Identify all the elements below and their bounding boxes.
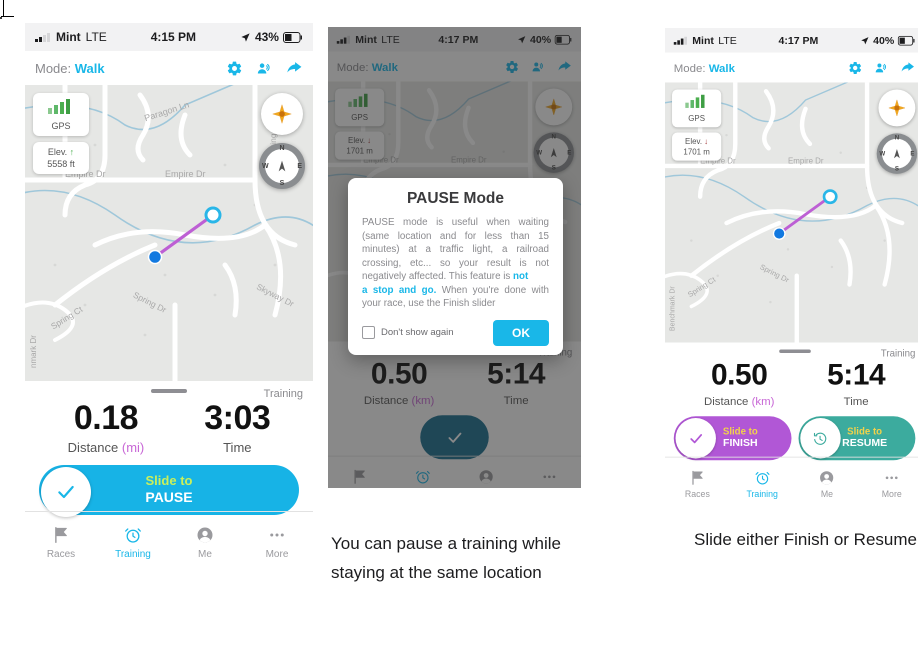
svg-text:Empire Dr: Empire Dr [165, 169, 206, 179]
svg-text:Empire Dr: Empire Dr [788, 156, 824, 165]
svg-text:Benchmark Dr: Benchmark Dr [670, 286, 677, 331]
svg-text:nmark Dr: nmark Dr [29, 335, 38, 368]
